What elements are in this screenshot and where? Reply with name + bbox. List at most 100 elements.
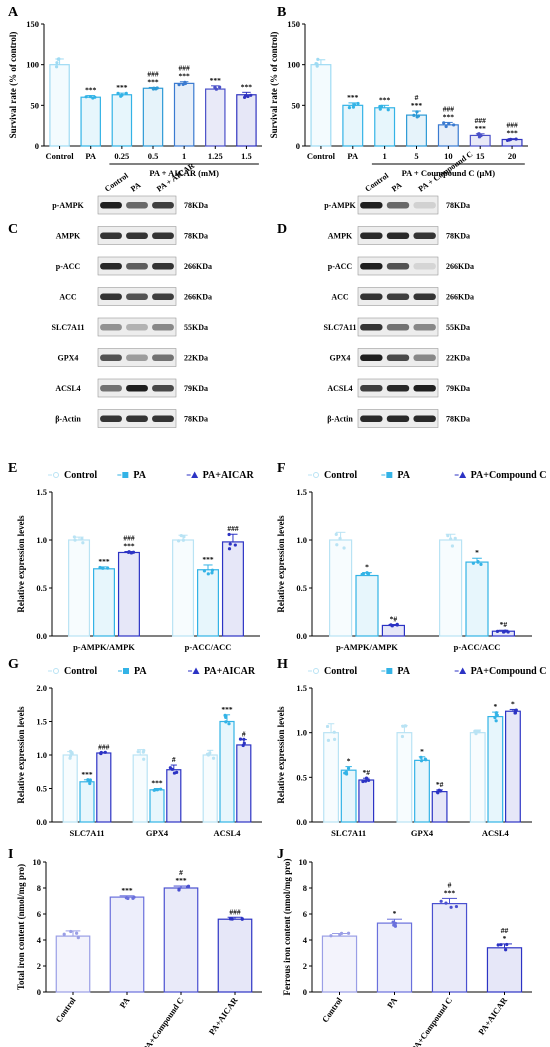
y-axis-label: Ferrous iron content (nmol/mg pro) [282,859,292,996]
data-point [315,64,319,68]
bar-Control [55,935,91,993]
y-tick-label: 0.5 [36,784,47,794]
data-point [182,535,186,539]
protein-label: β-Actin [55,415,81,424]
data-point [444,124,448,129]
lane-label: PA [390,180,404,193]
legend-label: PA+Compound C [471,666,547,677]
legend-marker-triangle [459,471,467,478]
bar-Control [132,754,148,823]
protein-band [100,202,122,209]
panel-letter: B [277,5,286,20]
data-point [81,541,85,545]
y-tick-label: 8 [37,883,41,893]
protein-label: ACC [59,293,77,302]
legend-marker-square [386,472,393,478]
data-point [342,546,346,550]
data-point [494,719,498,723]
data-point [246,94,250,99]
significance-label: *# [436,780,444,789]
data-point [88,95,92,99]
data-point [449,537,453,541]
protein-label: p-AMPK [52,201,84,210]
y-tick-label: 2 [303,961,307,971]
x-tick-label: PA+AICAR [207,995,241,1037]
data-point [62,932,66,936]
data-point [223,713,227,717]
data-point [151,87,155,91]
protein-band [413,324,436,331]
data-point [249,93,253,97]
x-tick-label: Control [45,151,74,161]
legend-marker-square [123,668,129,674]
data-point [57,57,61,61]
data-point [227,547,232,551]
data-point [177,888,181,892]
y-tick-label: 4 [303,935,308,945]
data-point [415,115,419,119]
x-tick-label: PA [385,995,400,1010]
bar-PA+Compound C [431,791,448,823]
data-point [242,737,246,741]
y-axis-label: Survival rate (% of control) [8,32,18,139]
y-axis-label: Relative expression levels [16,515,26,613]
data-point [76,935,80,940]
panel-letter: A [8,5,19,20]
bar-PA [342,104,364,147]
protein-label: GPX4 [330,354,351,363]
protein-band [126,232,148,239]
bar-Control [310,64,332,147]
data-point [68,756,72,760]
significance-label: *** [347,93,359,102]
protein-band [413,354,436,361]
data-point [447,122,451,126]
data-point [211,756,216,760]
data-point [335,543,339,547]
data-point [136,750,140,754]
data-point [168,766,172,770]
legend-label: Control [324,666,357,677]
protein-band [126,415,148,422]
bar-PA+AICAR [221,541,244,637]
data-point [476,560,480,564]
protein-label: ACSL4 [55,384,80,393]
significance-label: *** [241,82,253,91]
data-point [186,885,190,889]
data-point [393,924,398,928]
significance-label: * [365,563,369,572]
legend-marker-circle [313,472,319,478]
bar-PA [149,789,165,823]
y-tick-label: 0 [303,987,307,997]
protein-band [360,385,383,392]
x-tick-label: 0.5 [148,151,159,161]
bar-PA [465,561,489,637]
bar-1.25 [205,88,226,147]
data-point [242,741,246,745]
data-point [495,629,500,633]
legend-marker-circle [53,472,59,478]
x-group-label: p-AMPK/AMPK [73,642,135,652]
significance-label: ## [501,926,509,935]
protein-band [152,415,174,422]
significance-label: *** [411,101,423,110]
significance-label: *** [210,76,222,85]
legend-label: PA [397,470,410,481]
bar-PA [487,715,504,823]
protein-label: SLC7A11 [52,323,85,332]
protein-band [386,354,410,361]
legend-label: Control [64,470,97,481]
data-point [378,107,382,111]
data-point [210,568,215,572]
protein-band [386,263,410,270]
data-point [326,738,331,742]
lane-label: PA [129,180,143,193]
protein-band [386,293,410,300]
protein-band [152,324,174,331]
significance-label: # [448,880,452,889]
bar-PA [219,720,235,823]
bar-PA+AICAR [96,752,112,823]
data-point [454,904,459,909]
bar-PA+Compound C [358,779,375,823]
